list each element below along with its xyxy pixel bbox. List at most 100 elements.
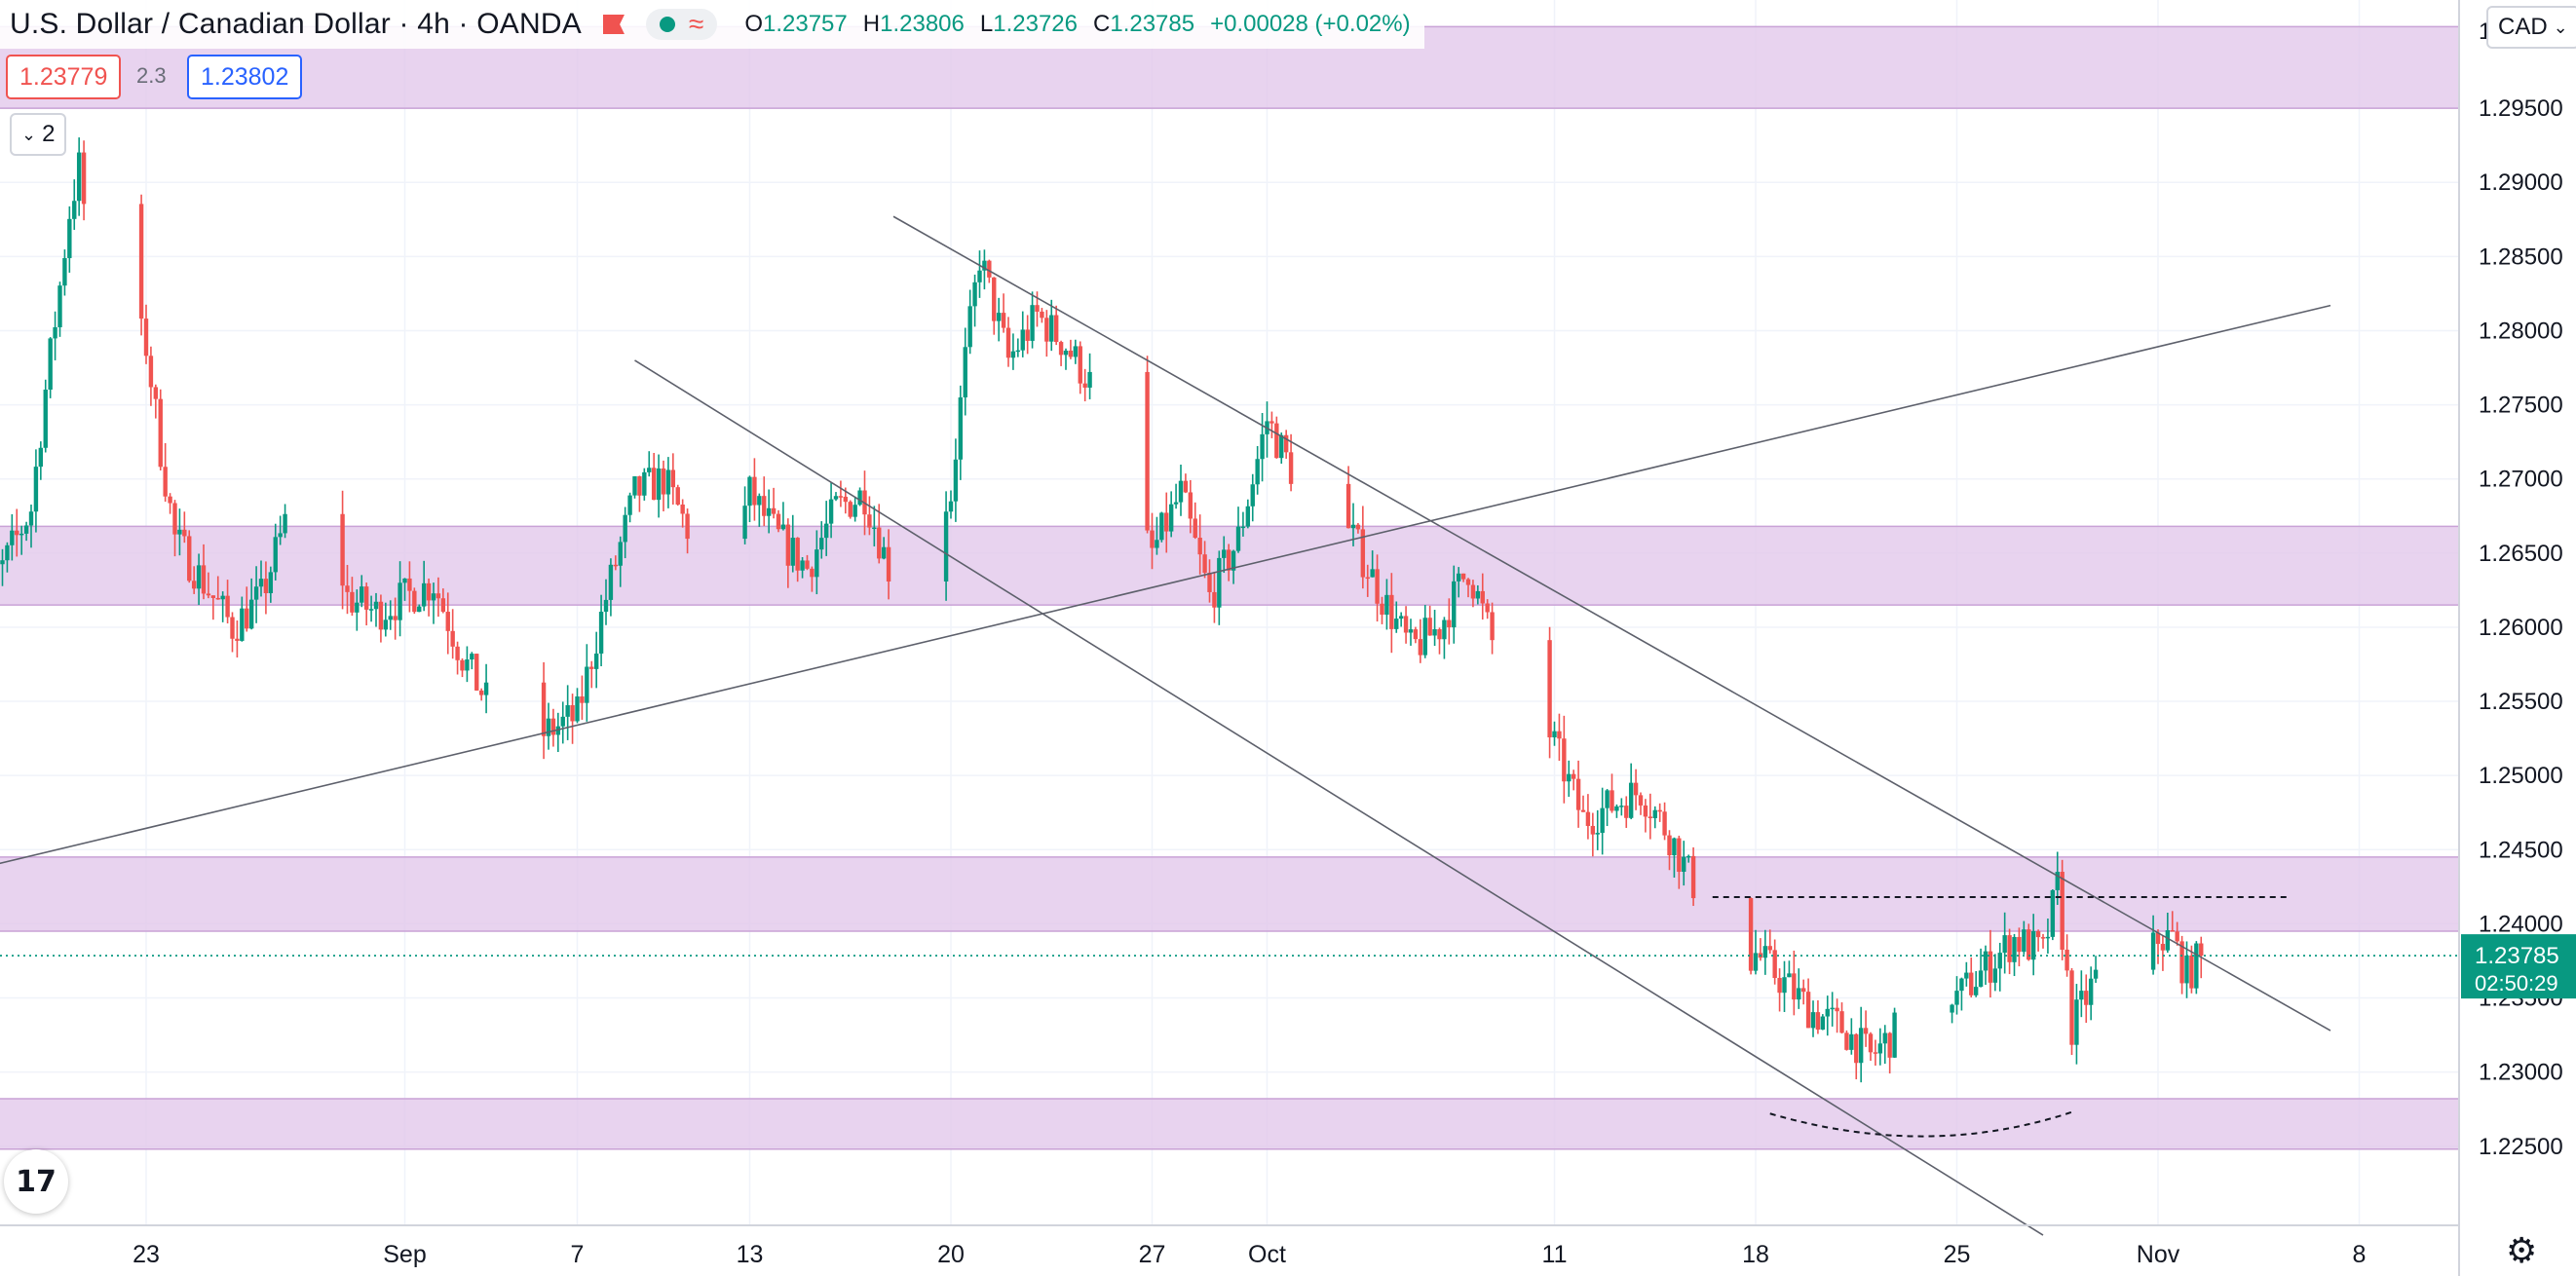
candle-body — [1370, 569, 1375, 578]
candle-body — [2040, 937, 2046, 939]
candle-body — [589, 666, 594, 669]
candle-body — [33, 467, 39, 512]
candle-body — [1667, 835, 1672, 856]
candle-body — [857, 490, 862, 506]
dot-icon — [659, 17, 675, 32]
candle-body — [1150, 530, 1155, 548]
candle-body — [1830, 1007, 1835, 1010]
candle-body — [2189, 955, 2194, 989]
symbol-title[interactable]: U.S. Dollar / Canadian Dollar · 4h · OAN… — [10, 8, 582, 40]
candle-body — [196, 565, 202, 589]
candle-body — [1657, 809, 1662, 812]
candle-body — [766, 507, 772, 516]
candle-body — [642, 471, 647, 496]
flag-icon[interactable] — [602, 15, 625, 34]
candle-body — [1035, 305, 1040, 312]
last-price-badge — [2461, 934, 2576, 999]
x-tick-label: 13 — [737, 1241, 764, 1268]
indicators-collapse-button[interactable]: ⌄ 2 — [10, 113, 67, 156]
buy-button[interactable]: 1.23802 — [187, 55, 303, 99]
candle-body — [187, 536, 192, 582]
ohlc-change: +0.00028 (+0.02%) — [1210, 11, 1411, 37]
candle-body — [1562, 738, 1567, 782]
candle-body — [570, 704, 575, 722]
candle-body — [838, 496, 844, 498]
candle-body — [1887, 1032, 1892, 1058]
candle-body — [1078, 346, 1082, 384]
symbol-legend: U.S. Dollar / Canadian Dollar · 4h · OAN… — [0, 0, 1424, 49]
candle-body — [1777, 978, 1782, 994]
candle-body — [982, 260, 987, 271]
candle-body — [2179, 941, 2184, 984]
candle-body — [1973, 987, 1979, 995]
candle-body — [1480, 590, 1485, 604]
candle-body — [43, 389, 48, 448]
x-tick-label: 18 — [1742, 1241, 1769, 1268]
candle-body — [953, 459, 959, 502]
candle-body — [996, 313, 1002, 321]
candle-body — [987, 260, 992, 278]
candle-body — [1164, 512, 1169, 532]
candle-body — [148, 356, 154, 388]
candle-body — [48, 338, 53, 390]
candle-body — [1044, 318, 1049, 342]
candle-body — [398, 582, 402, 620]
candle-body — [1274, 423, 1279, 459]
candle-body — [1202, 554, 1207, 574]
y-tick-label: 1.23000 — [2479, 1060, 2563, 1086]
x-tick-label: 11 — [1542, 1241, 1568, 1268]
candle-body — [1470, 584, 1476, 599]
candle-body — [1628, 782, 1634, 818]
candle-body — [373, 601, 379, 610]
candle-body — [541, 682, 547, 736]
candle-body — [67, 218, 72, 258]
candle-body — [38, 447, 44, 468]
candle-body — [972, 281, 977, 307]
candle-body — [1547, 640, 1552, 738]
candle-body — [967, 306, 972, 348]
candle-body — [647, 468, 652, 472]
candle-body — [665, 469, 671, 495]
candle-body — [138, 204, 144, 319]
candle-body — [1222, 549, 1227, 558]
candle-body — [1269, 421, 1274, 424]
candle-body — [872, 527, 877, 530]
candle-body — [1567, 773, 1572, 782]
gear-icon[interactable]: ⚙ — [2506, 1230, 2538, 1270]
sell-button[interactable]: 1.23779 — [6, 55, 122, 99]
candle-body — [2170, 930, 2175, 932]
legend-toggle[interactable]: ≈ — [645, 9, 718, 40]
candle-body — [1619, 806, 1624, 807]
candle-body — [1873, 1052, 1878, 1054]
candle-body — [191, 581, 197, 589]
candle-body — [1212, 591, 1217, 608]
candle-body — [363, 586, 369, 610]
candle-body — [598, 612, 604, 654]
candle-body — [1250, 484, 1255, 507]
candle-body — [19, 533, 24, 536]
candle-body — [1413, 629, 1419, 640]
candle-body — [992, 277, 997, 321]
candle-body — [2165, 930, 2171, 951]
candle-body — [1403, 616, 1409, 633]
candle-body — [877, 527, 882, 559]
candle-body — [1590, 825, 1596, 835]
candle-body — [393, 616, 398, 620]
candle-body — [2065, 950, 2069, 971]
candle-body — [1020, 329, 1025, 351]
candle-body — [2079, 991, 2084, 1000]
candle-body — [1858, 1028, 1864, 1064]
tradingview-logo[interactable]: 17 — [4, 1149, 68, 1214]
candle-body — [72, 201, 77, 219]
last-price-label: 1.23785 — [2475, 943, 2559, 969]
candle-body — [867, 514, 872, 528]
candle-body — [1475, 590, 1481, 599]
candle-body — [2050, 889, 2056, 937]
currency-button[interactable]: CAD ⌄ — [2486, 6, 2576, 49]
candle-body — [378, 601, 384, 630]
candle-body — [2069, 970, 2074, 1045]
candle-body — [1001, 313, 1006, 328]
candle-body — [2017, 936, 2022, 953]
candle-body — [248, 599, 254, 629]
